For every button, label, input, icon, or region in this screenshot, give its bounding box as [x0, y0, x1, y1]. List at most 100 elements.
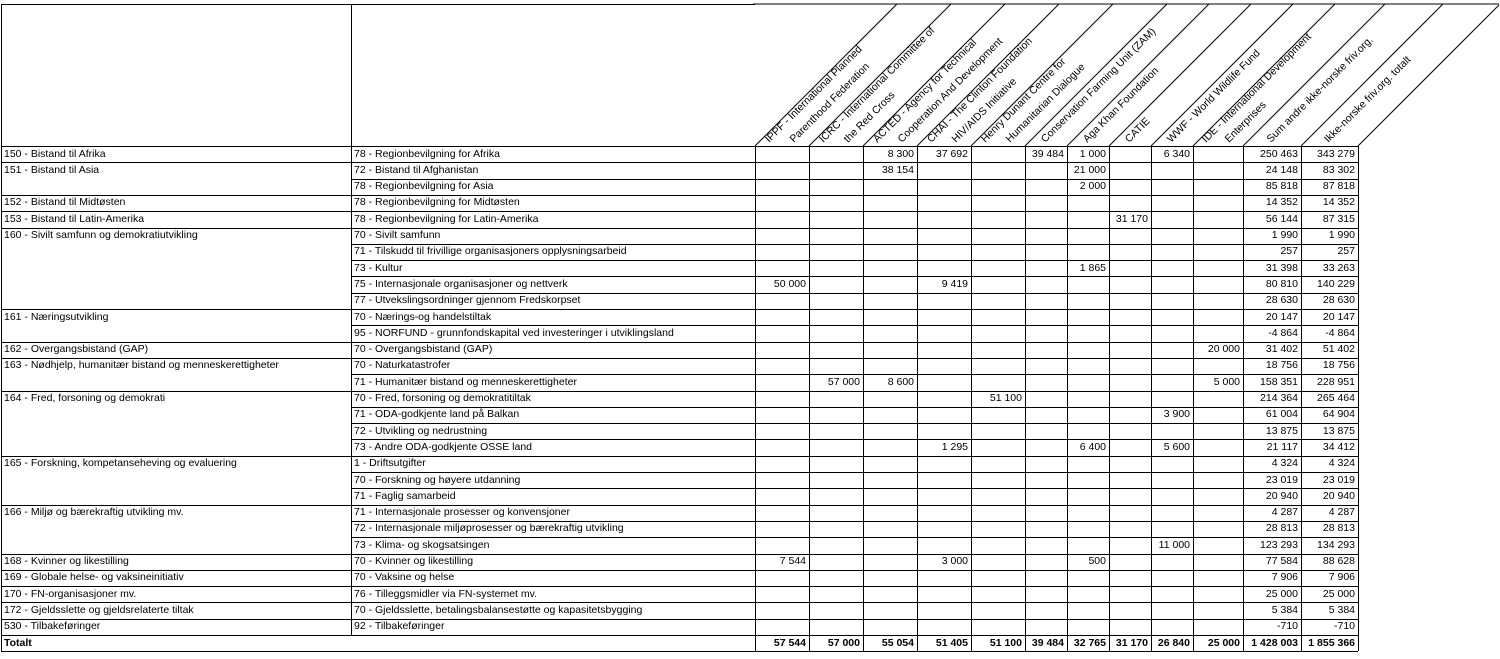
total-value-cell: 51 405 — [935, 636, 968, 649]
value-cell: 87 818 — [1322, 180, 1355, 193]
value-cell: 250 463 — [1260, 147, 1298, 160]
grid-line — [351, 618, 1358, 620]
grid-line — [351, 635, 1358, 636]
value-cell: 6 400 — [1079, 440, 1106, 453]
value-cell: 257 — [1280, 245, 1298, 258]
value-cell: 57 000 — [827, 375, 860, 388]
grid-line — [917, 146, 918, 652]
value-cell: 123 293 — [1260, 538, 1298, 551]
total-value-cell: 57 544 — [773, 636, 806, 649]
grid-line — [1, 4, 2, 652]
value-cell: 4 287 — [1328, 506, 1355, 519]
value-cell: 20 940 — [1265, 489, 1298, 502]
kapittel-cell: 162 - Overgangsbistand (GAP) — [4, 343, 149, 356]
value-cell: 11 000 — [1158, 538, 1190, 551]
grid-line — [351, 520, 1358, 522]
value-cell: 23 019 — [1265, 473, 1298, 486]
value-cell: 24 148 — [1265, 163, 1298, 176]
post-cell: 92 - Tilbakeføringer — [354, 620, 445, 633]
value-cell: 8 300 — [887, 147, 914, 160]
kapittel-cell: 165 - Forskning, kompetanseheving og eva… — [4, 457, 237, 470]
post-cell: 70 - Kvinner og likestilling — [354, 555, 474, 567]
post-cell: 71 - Faglig samarbeid — [354, 489, 456, 502]
value-cell: 8 600 — [887, 375, 914, 388]
value-cell: 4 287 — [1271, 506, 1298, 519]
grid-line — [863, 146, 864, 652]
grid-line — [351, 4, 352, 652]
value-cell: 14 352 — [1265, 196, 1298, 209]
post-cell: 76 - Tilleggsmidler via FN-systemet mv. — [354, 587, 538, 600]
grid-line — [755, 146, 756, 652]
value-cell: 83 302 — [1322, 163, 1355, 176]
value-cell: 38 154 — [881, 163, 914, 176]
value-cell: 228 951 — [1317, 375, 1355, 388]
value-cell: 31 402 — [1265, 343, 1298, 356]
value-cell: 28 630 — [1265, 294, 1298, 307]
grid-line — [351, 504, 1358, 506]
grid-line — [1243, 146, 1244, 652]
value-cell: 265 464 — [1317, 392, 1355, 404]
grid-line — [1067, 146, 1068, 652]
value-cell: 80 810 — [1265, 277, 1298, 290]
grid-line — [1, 211, 351, 213]
kapittel-cell: 151 - Bistand til Asia — [4, 163, 100, 176]
header-diagonal-line — [1300, 3, 1444, 147]
total-value-cell: 55 054 — [881, 636, 914, 649]
value-cell: 51 100 — [989, 392, 1022, 404]
header-post — [351, 130, 755, 146]
kapittel-cell: 163 - Nødhjelp, humanitær bistand og men… — [4, 359, 279, 372]
header-kapittel — [1, 130, 351, 146]
value-cell: 28 813 — [1265, 522, 1298, 535]
value-cell: 140 229 — [1317, 277, 1355, 290]
grid-line — [351, 260, 1358, 262]
header-diagonal-line — [1192, 3, 1336, 147]
total-value-cell: 1 428 003 — [1251, 636, 1298, 649]
value-cell: 37 692 — [935, 147, 968, 160]
value-cell: 1 990 — [1328, 229, 1355, 241]
kapittel-cell: 169 - Globale helse- og vaksineinitiativ — [4, 571, 184, 584]
value-cell: 20 000 — [1207, 343, 1240, 356]
grid-line — [351, 292, 1358, 294]
kapittel-cell: 152 - Bistand til Midtøsten — [4, 196, 126, 209]
grid-line — [809, 146, 810, 652]
grid-line — [351, 455, 1358, 457]
grid-line — [971, 146, 972, 652]
value-cell: 2 000 — [1079, 180, 1106, 193]
post-cell: 77 - Utvekslingsordninger gjennom Fredsk… — [354, 294, 581, 307]
header-diagonal-line — [1357, 4, 1500, 147]
value-cell: 4 324 — [1271, 457, 1298, 470]
grid-line — [351, 162, 1358, 164]
value-cell: 343 279 — [1317, 147, 1355, 160]
grid-line — [1025, 146, 1026, 652]
value-cell: 77 584 — [1265, 555, 1298, 567]
header-diagonal-line — [754, 3, 898, 147]
post-cell: 70 - Naturkatastrofer — [354, 359, 451, 372]
value-cell: 500 — [1088, 555, 1106, 567]
grid-line — [1, 455, 351, 457]
value-cell: 1 990 — [1271, 229, 1298, 241]
value-cell: -4 864 — [1268, 326, 1298, 339]
total-value-cell: 25 000 — [1207, 636, 1240, 649]
value-cell: -710 — [1333, 620, 1355, 633]
header-diagonal-line — [1024, 3, 1168, 147]
value-cell: 20 147 — [1265, 310, 1298, 323]
post-cell: 72 - Internasjonale miljøprosesser og bæ… — [354, 522, 624, 535]
grid-line — [351, 276, 1358, 278]
grid-line — [351, 194, 1358, 196]
grid-line — [1, 194, 351, 196]
total-value-cell: 57 000 — [827, 636, 860, 649]
value-cell: 5 600 — [1163, 440, 1190, 453]
value-cell: 158 351 — [1260, 375, 1298, 388]
value-cell: 3 900 — [1163, 408, 1190, 421]
grid-line — [1151, 146, 1152, 652]
total-value-cell: 32 765 — [1073, 636, 1106, 649]
post-cell: 78 - Regionbevilgning for Midtøsten — [354, 196, 520, 209]
post-cell: 78 - Regionbevilgning for Latin-Amerika — [354, 212, 539, 225]
value-cell: 214 364 — [1260, 392, 1298, 404]
grid-line — [1, 586, 351, 588]
grid-line — [351, 341, 1358, 343]
kapittel-cell: 150 - Bistand til Afrika — [4, 147, 106, 160]
header-diagonal-line — [916, 3, 1060, 147]
value-cell: 5 384 — [1271, 603, 1298, 616]
value-cell: 39 484 — [1031, 147, 1064, 160]
